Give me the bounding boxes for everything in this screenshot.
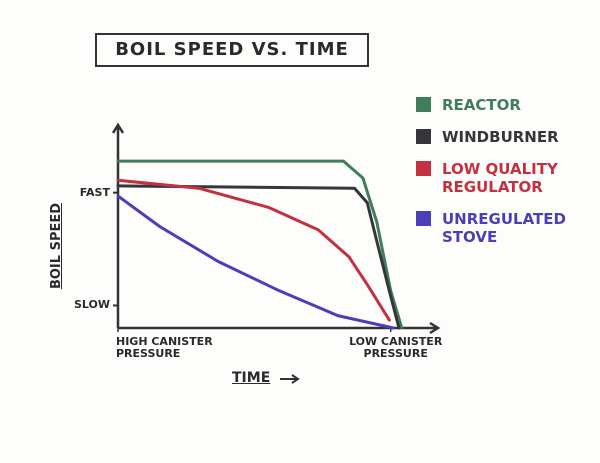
legend-swatch	[416, 129, 431, 144]
x-label-arrow	[280, 374, 300, 384]
legend-item: REACTOR	[416, 96, 596, 114]
x-axis-arrow	[429, 321, 441, 335]
series-line	[116, 159, 404, 330]
y-tick-label: FAST	[79, 185, 110, 199]
legend-swatch	[416, 97, 431, 112]
legend-label: LOW QUALITY REGULATOR	[442, 160, 558, 196]
x-tick-label: LOW CANISTER PRESSURE	[349, 335, 443, 360]
legend-item: WINDBURNER	[416, 128, 596, 146]
legend-swatch	[416, 161, 431, 176]
x-tick-label: HIGH CANISTER PRESSURE	[116, 335, 213, 360]
y-axis-label: BOIL SPEED	[49, 202, 64, 290]
legend-label: UNREGULATED STOVE	[442, 210, 566, 246]
legend-swatch	[416, 211, 431, 226]
legend-item: UNREGULATED STOVE	[416, 210, 596, 246]
series-line	[116, 194, 395, 330]
chart-title: BOIL SPEED vs. TIME	[95, 33, 369, 67]
y-tick-label: SLOW	[73, 298, 110, 312]
series-line	[116, 184, 401, 330]
legend-label: WINDBURNER	[442, 128, 559, 146]
legend-label: REACTOR	[442, 96, 521, 114]
x-axis-label: TIME	[232, 370, 271, 386]
series-line	[116, 178, 391, 322]
y-axis-arrow	[111, 122, 125, 134]
legend-item: LOW QUALITY REGULATOR	[416, 160, 596, 196]
